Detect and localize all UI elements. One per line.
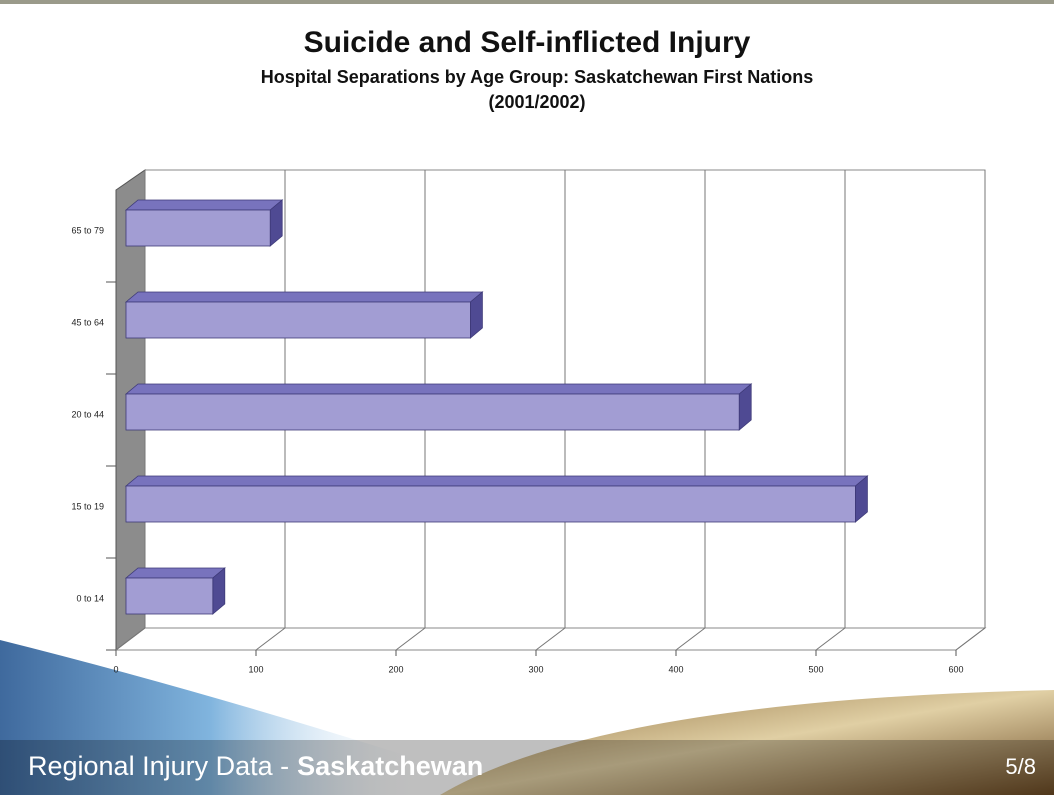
floor-grid-line bbox=[955, 627, 986, 651]
y-tick-label: 20 to 44 bbox=[71, 409, 104, 419]
footer-left: Regional Injury Data - bbox=[28, 751, 289, 781]
floor-grid-line bbox=[395, 627, 426, 651]
x-tick-label: 500 bbox=[808, 664, 823, 674]
bar-top bbox=[124, 291, 484, 303]
footer-text: Regional Injury Data - Saskatchewan bbox=[28, 751, 483, 781]
floor-grid-line bbox=[675, 627, 706, 651]
bar-top bbox=[124, 199, 284, 211]
bar bbox=[125, 577, 214, 615]
bar-top bbox=[124, 383, 753, 395]
bar bbox=[125, 209, 271, 247]
bar-top bbox=[124, 475, 869, 487]
chart-title: Suicide and Self-inflicted Injury bbox=[304, 26, 751, 59]
y-tick-label: 65 to 79 bbox=[71, 225, 104, 235]
footer-sand-decoration bbox=[440, 690, 1054, 795]
page-number: 5/8 bbox=[1005, 754, 1036, 779]
floor-grid-line bbox=[535, 627, 566, 651]
floor-grid-line bbox=[815, 627, 846, 651]
footer-band bbox=[0, 740, 1054, 795]
top-border bbox=[0, 0, 1054, 4]
x-tick-label: 0 bbox=[113, 664, 118, 674]
chart-subtitle: Hospital Separations by Age Group: Saska… bbox=[261, 67, 813, 87]
floor-grid-line bbox=[115, 627, 146, 651]
y-tick-label: 0 to 14 bbox=[76, 593, 104, 603]
x-tick-label: 600 bbox=[948, 664, 963, 674]
bar bbox=[125, 485, 856, 523]
footer-blue-decoration bbox=[0, 640, 420, 795]
footer-left-bold: Saskatchewan bbox=[297, 751, 483, 781]
bar bbox=[125, 301, 471, 339]
bar-top bbox=[124, 567, 226, 579]
y-tick-label: 15 to 19 bbox=[71, 501, 104, 511]
x-tick-label: 100 bbox=[248, 664, 263, 674]
y-tick-label: 45 to 64 bbox=[71, 317, 104, 327]
floor-grid-line bbox=[255, 627, 286, 651]
chart-period: (2001/2002) bbox=[488, 92, 585, 112]
x-tick-label: 400 bbox=[668, 664, 683, 674]
x-tick-label: 300 bbox=[528, 664, 543, 674]
x-tick-label: 200 bbox=[388, 664, 403, 674]
bar bbox=[125, 393, 740, 431]
